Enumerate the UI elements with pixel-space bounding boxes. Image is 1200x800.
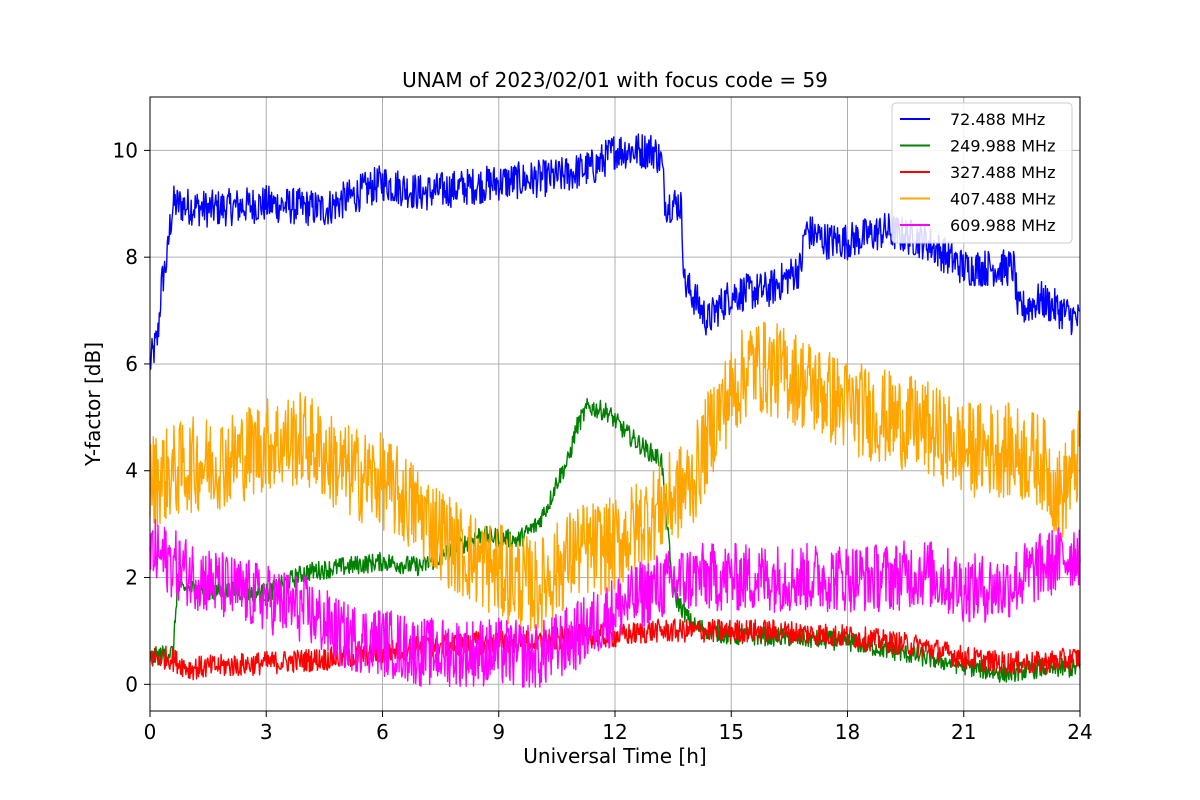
x-tick-label: 15 xyxy=(719,720,744,744)
y-tick-label: 6 xyxy=(125,352,138,376)
series-line-2 xyxy=(149,618,1081,681)
x-tick-label: 0 xyxy=(144,720,157,744)
x-tick-label: 12 xyxy=(602,720,627,744)
x-tick-label: 21 xyxy=(951,720,976,744)
legend-entry: 407.488 MHz xyxy=(950,190,1055,209)
legend-entry: 249.988 MHz xyxy=(950,137,1055,156)
legend-frame xyxy=(891,102,1073,244)
y-tick-label: 10 xyxy=(113,138,138,162)
x-tick-label: 18 xyxy=(835,720,860,744)
x-tick-label: 3 xyxy=(260,720,273,744)
y-tick-label: 0 xyxy=(125,672,138,696)
legend-entry: 609.988 MHz xyxy=(950,216,1055,235)
y-tick-label: 4 xyxy=(125,459,138,483)
y-axis-label: Y-factor [dB] xyxy=(81,342,105,467)
y-tick-label: 8 xyxy=(125,245,138,269)
legend: 72.488 MHz 249.988 MHz 327.488 MHz 407.488 … xyxy=(891,102,1073,244)
legend-entry: 72.488 MHz xyxy=(950,110,1045,129)
x-tick-label: 9 xyxy=(492,720,505,744)
chart-title: UNAM of 2023/02/01 with focus code = 59 xyxy=(402,68,828,92)
x-tick-label: 6 xyxy=(376,720,389,744)
series-line-3 xyxy=(149,321,1081,633)
y-axis: 0 2 4 6 8 10 xyxy=(113,138,150,696)
x-axis: 0 3 6 9 12 15 18 21 24 xyxy=(144,711,1093,744)
x-tick-label: 24 xyxy=(1067,720,1092,744)
x-axis-label: Universal Time [h] xyxy=(523,744,706,768)
legend-entry: 327.488 MHz xyxy=(950,163,1055,182)
y-tick-label: 2 xyxy=(125,566,138,590)
series-line-4 xyxy=(149,519,1081,688)
